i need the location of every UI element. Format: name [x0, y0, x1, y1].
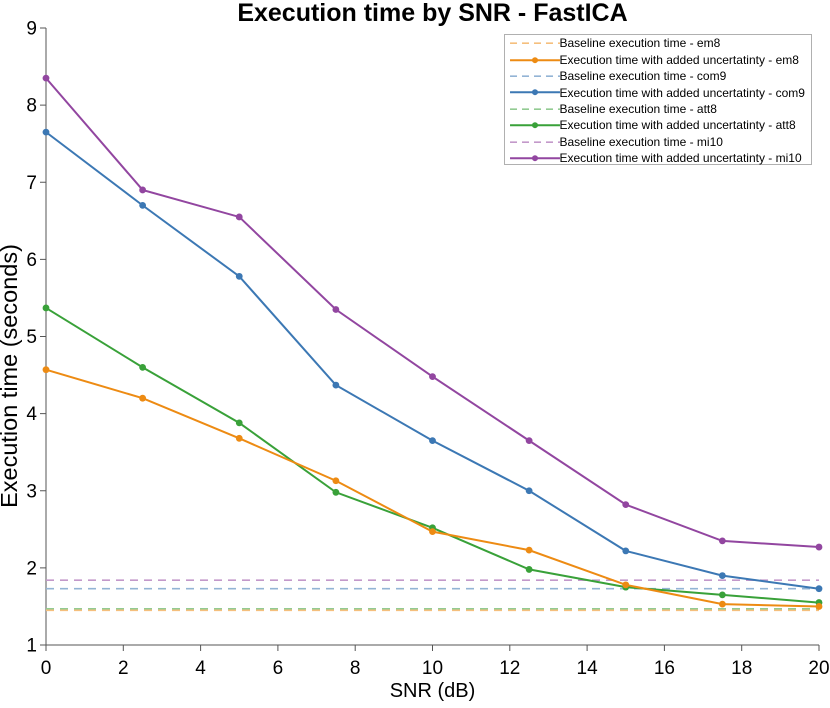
svg-text:4: 4: [26, 404, 37, 425]
svg-text:0: 0: [41, 658, 52, 679]
svg-text:2: 2: [26, 558, 37, 579]
svg-text:18: 18: [731, 658, 752, 679]
svg-text:20: 20: [808, 658, 829, 679]
svg-text:3: 3: [26, 481, 37, 502]
svg-text:10: 10: [422, 658, 443, 679]
svg-text:8: 8: [26, 96, 37, 117]
svg-text:8: 8: [350, 658, 361, 679]
svg-text:12: 12: [499, 658, 520, 679]
svg-text:16: 16: [654, 658, 675, 679]
svg-text:7: 7: [26, 173, 37, 194]
svg-text:2: 2: [118, 658, 129, 679]
svg-text:4: 4: [195, 658, 206, 679]
svg-text:6: 6: [26, 250, 37, 271]
svg-text:5: 5: [26, 327, 37, 348]
svg-text:6: 6: [273, 658, 284, 679]
svg-text:14: 14: [577, 658, 599, 679]
svg-text:9: 9: [26, 19, 37, 40]
svg-text:1: 1: [26, 636, 37, 657]
